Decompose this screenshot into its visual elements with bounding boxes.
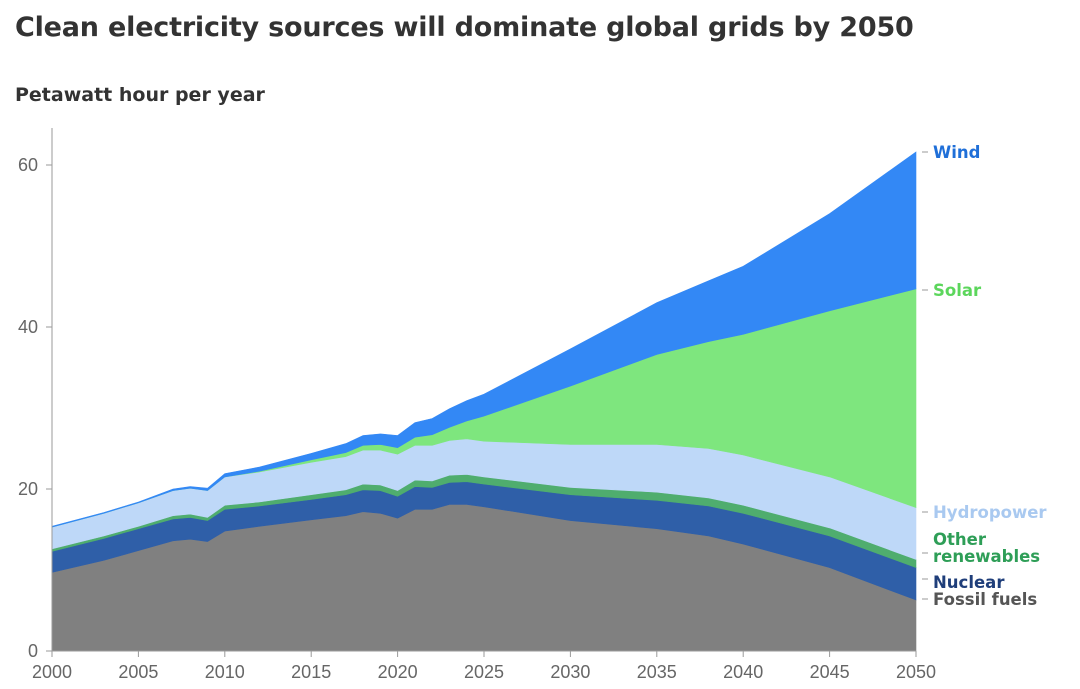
x-tick-label: 2025: [464, 662, 504, 682]
x-tick-label: 2005: [118, 662, 158, 682]
x-tick-label: 2040: [723, 662, 763, 682]
x-tick-label: 2050: [896, 662, 936, 682]
x-tick-label: 2030: [550, 662, 590, 682]
x-tick-label: 2000: [32, 662, 72, 682]
x-tick-label: 2020: [378, 662, 418, 682]
x-tick-label: 2035: [637, 662, 677, 682]
series-label-fossil: Fossil fuels: [933, 590, 1037, 609]
x-tick-label: 2015: [291, 662, 331, 682]
y-axis-unit-label: Petawatt hour per year: [15, 84, 265, 106]
area-wind: [51, 151, 917, 528]
y-tick-label: 0: [28, 641, 38, 661]
x-tick-label: 2045: [810, 662, 850, 682]
y-tick-label: 60: [18, 155, 38, 175]
series-label-nuclear: Nuclear: [933, 573, 1005, 592]
y-tick-label: 20: [18, 479, 38, 499]
series-label-solar: Solar: [933, 281, 982, 300]
area-layers: [51, 151, 917, 652]
series-label-other: Other renewables: [933, 530, 1040, 566]
x-tick-label: 2010: [205, 662, 245, 682]
series-label-wind: Wind: [933, 143, 980, 162]
y-tick-label: 40: [18, 317, 38, 337]
chart-title: Clean electricity sources will dominate …: [15, 12, 914, 43]
series-label-hydro: Hydropower: [933, 503, 1047, 522]
